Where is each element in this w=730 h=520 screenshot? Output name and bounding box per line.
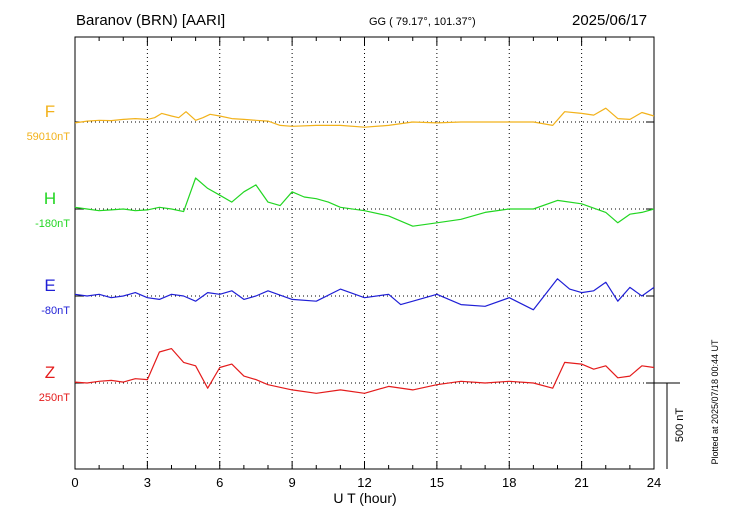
date-title: 2025/06/17: [572, 12, 647, 29]
series-line-E: [74, 278, 655, 311]
coords-title: GG ( 79.17°, 101.37°): [369, 16, 476, 28]
series-line-F: [74, 107, 655, 128]
x-tick-label-15: 15: [430, 475, 444, 490]
series-baseline-H: -180nT: [35, 218, 70, 230]
series-name-Z: Z: [45, 363, 55, 382]
series-name-H: H: [44, 189, 56, 208]
x-tick-label-24: 24: [647, 475, 661, 490]
x-tick-label-0: 0: [71, 475, 78, 490]
station-title: Baranov (BRN) [AARI]: [76, 12, 225, 29]
x-tick-label-12: 12: [357, 475, 371, 490]
x-tick-label-3: 3: [144, 475, 151, 490]
x-tick-label-18: 18: [502, 475, 516, 490]
series-line-Z: [74, 348, 655, 394]
x-axis-label: U T (hour): [333, 490, 396, 506]
scale-bar-label: 500 nT: [674, 408, 686, 443]
x-tick-label-6: 6: [216, 475, 223, 490]
series-baseline-E: -80nT: [41, 305, 70, 317]
series-baseline-F: 59010nT: [27, 131, 71, 143]
series-name-F: F: [45, 102, 55, 121]
series-baseline-Z: 250nT: [39, 392, 70, 404]
x-tick-label-9: 9: [289, 475, 296, 490]
x-tick-label-21: 21: [574, 475, 588, 490]
plotted-footer: Plotted at 2025/07/18 00:44 UT: [710, 339, 720, 465]
series-line-H: [74, 177, 655, 227]
series-name-E: E: [44, 276, 55, 295]
